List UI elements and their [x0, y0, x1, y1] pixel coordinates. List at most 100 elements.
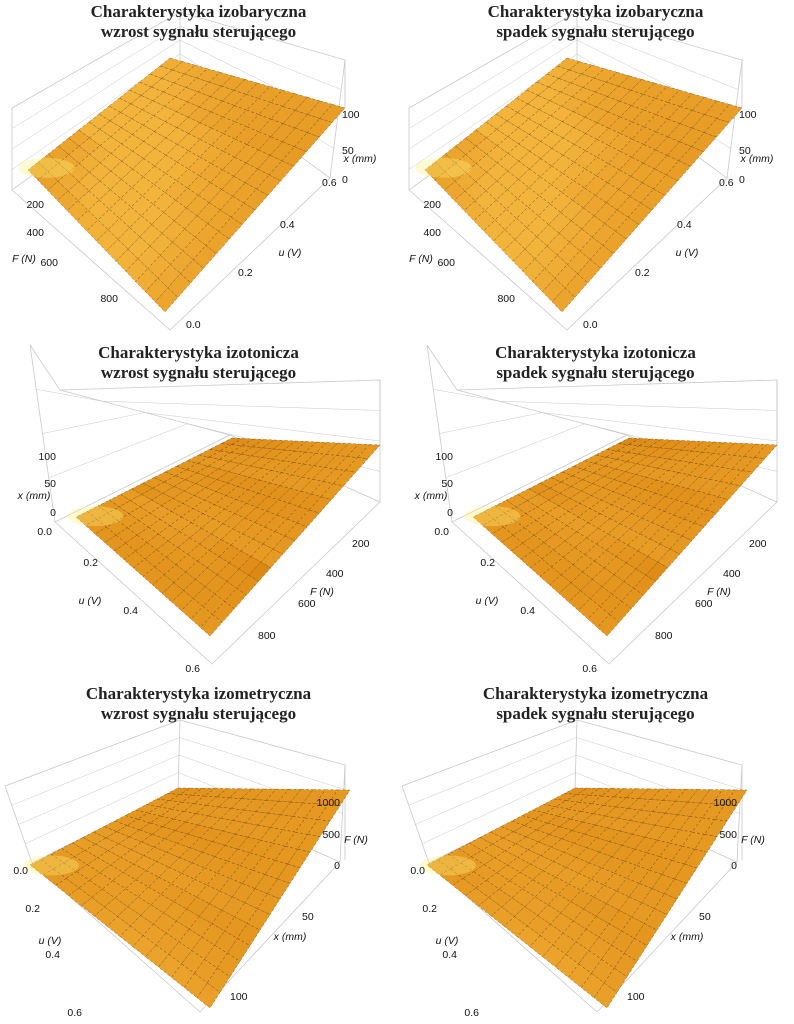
surface-patch	[669, 829, 693, 847]
surface-patch	[226, 938, 251, 962]
surface-patch	[264, 514, 288, 532]
surface-patch	[585, 139, 609, 158]
surface-patch	[139, 499, 162, 514]
surface-patch	[656, 827, 681, 844]
surface-patch	[613, 471, 637, 484]
chart-panel: Charakterystyka izotonicza wzrost sygnału…	[0, 341, 397, 682]
y-tick-label: 50	[302, 911, 314, 923]
surface-patch	[580, 878, 605, 898]
surface-patch	[540, 147, 564, 167]
surface-patch	[659, 531, 683, 550]
surface-patch	[630, 79, 655, 95]
surface-patch	[121, 168, 144, 188]
surface-patch	[528, 176, 552, 197]
surface-patch	[220, 437, 244, 445]
surface-patch	[259, 827, 284, 844]
surface-patch	[505, 198, 529, 219]
surface-patch	[216, 562, 240, 582]
surface-patch	[250, 543, 274, 563]
surface-patch	[91, 888, 116, 908]
surface-patch	[228, 550, 252, 570]
surface-patch	[346, 443, 370, 458]
surface-patch	[168, 857, 193, 874]
surface-plot: 200 400 600 800 F (N) 0.0 0.2 0.4 0.6 u (V) 0 50 100…	[408, 11, 773, 331]
surface-patch	[191, 851, 216, 869]
surface-patch	[197, 456, 220, 467]
surface-patch	[302, 789, 326, 805]
surface-patch	[567, 872, 592, 891]
surface-patch	[551, 121, 575, 139]
surface-patch	[334, 456, 358, 471]
surface-patch	[202, 593, 225, 615]
surface-patch	[216, 952, 241, 978]
surface-patch	[605, 72, 630, 87]
surface-plot: 0.0 0.2 0.4 0.6 u (V) 200 400 600 800 F (N) 0 50 100…	[414, 344, 778, 675]
surface-patch	[496, 170, 519, 191]
chart-title: Charakterystyka izometryczna spadek sygna…	[397, 684, 794, 724]
surface-plot: 0.0 0.2 0.4 0.6 u (V) 200 400 600 800 F (N) 0 50 100…	[17, 344, 381, 675]
surface-patch	[565, 857, 590, 874]
surface-patch	[539, 165, 563, 185]
y-tick-label: 400	[723, 568, 741, 580]
surface-patch	[583, 91, 608, 108]
surface-patch	[198, 96, 223, 113]
surface-patch	[616, 444, 640, 453]
surface-patch	[204, 856, 228, 874]
surface-patch	[176, 116, 201, 134]
surface-patch	[239, 852, 263, 871]
surface-patch	[592, 567, 615, 587]
surface-patch	[246, 908, 271, 931]
surface-patch	[262, 439, 286, 450]
surface-patch	[195, 476, 218, 488]
y-axis-label: F (N)	[707, 586, 731, 598]
surface-patch	[452, 878, 477, 896]
z-tick-label: 0	[50, 507, 56, 519]
surface-patch	[257, 812, 281, 828]
surface-patch	[601, 944, 625, 969]
surface-patch	[220, 75, 246, 91]
x-tick-label: 0.0	[13, 865, 28, 877]
x-axis-label: F (N)	[12, 253, 36, 265]
surface-patch	[575, 847, 600, 864]
surface-patch	[226, 568, 250, 589]
surface-patch	[108, 494, 131, 508]
surface-patch	[653, 174, 679, 196]
surface-patch	[154, 137, 178, 156]
surface-patch	[529, 141, 553, 159]
surface-patch	[233, 79, 258, 95]
z-tick-label: 50	[342, 145, 354, 157]
surface-patch	[583, 454, 607, 464]
surface-patch	[260, 548, 284, 569]
surface-patch	[98, 189, 121, 210]
surface-patch	[684, 849, 708, 869]
surface-patch	[217, 461, 241, 472]
surface-patch	[662, 788, 687, 802]
surface-patch	[214, 581, 237, 602]
chart-title-line: wzrost sygnału sterującego	[100, 363, 297, 382]
surface-patch	[462, 871, 487, 889]
surface-patch	[551, 154, 575, 174]
surface-patch	[249, 839, 274, 857]
surface-patch	[153, 172, 177, 193]
surface-patch	[507, 143, 531, 162]
surface-patch	[57, 190, 79, 211]
surface-patch	[477, 897, 503, 917]
chart-title-line: spadek sygnału sterującego	[496, 704, 695, 723]
x-tick-label: 0.0	[434, 526, 449, 538]
surface-patch	[206, 967, 231, 993]
y-tick-label: 600	[695, 598, 713, 610]
z-tick-label: 50	[739, 145, 751, 157]
surface-patch	[199, 127, 224, 146]
surface-patch	[549, 481, 572, 494]
x-tick-label: 800	[100, 293, 118, 305]
surface-patch	[550, 172, 574, 193]
surface-patch	[573, 116, 598, 134]
chart-title: Charakterystyka izotonicza spadek sygnału…	[397, 343, 794, 383]
surface-patch	[218, 544, 242, 564]
surface-patch	[608, 116, 633, 134]
surface-patch	[173, 479, 197, 492]
surface-patch	[282, 816, 306, 833]
surface-patch	[625, 463, 648, 475]
surface-patch	[585, 122, 609, 140]
surface-patch	[596, 127, 621, 146]
